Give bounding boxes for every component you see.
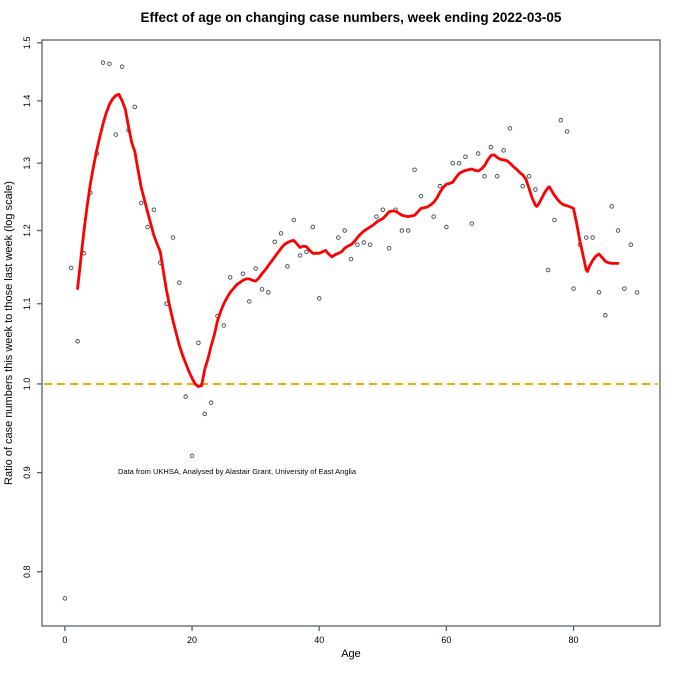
- y-tick-label: 1.5: [22, 37, 32, 50]
- data-point: [119, 64, 125, 69]
- data-point: [291, 217, 297, 223]
- data-point: [227, 275, 233, 280]
- data-point: [564, 129, 570, 134]
- data-point: [151, 207, 157, 213]
- data-point: [444, 224, 449, 230]
- plot-frame: [41, 39, 661, 627]
- data-point: [380, 207, 386, 213]
- data-point: [405, 228, 411, 233]
- x-tick-label: 20: [187, 635, 197, 645]
- data-point: [240, 271, 246, 276]
- data-point: [558, 118, 564, 123]
- data-point: [316, 296, 322, 301]
- y-tick-label: 1.4: [22, 95, 32, 108]
- data-point: [75, 339, 80, 344]
- data-point: [272, 239, 277, 245]
- data-point: [100, 60, 106, 65]
- data-point: [367, 242, 373, 247]
- data-point: [266, 290, 271, 295]
- data-point: [456, 160, 462, 166]
- data-point: [355, 242, 360, 247]
- y-tick-label: 1.1: [22, 298, 32, 311]
- data-point: [609, 204, 614, 209]
- data-point: [310, 224, 316, 230]
- data-point: [488, 144, 494, 150]
- data-point: [628, 242, 634, 247]
- data-point: [463, 154, 468, 160]
- data-point: [482, 173, 487, 179]
- data-point: [183, 394, 188, 399]
- data-point: [469, 221, 475, 226]
- data-point: [501, 148, 506, 153]
- data-point: [107, 61, 112, 67]
- annotation-text: Data from UKHSA, Analysed by Alastair Gr…: [118, 467, 357, 476]
- y-tick-label: 0.8: [22, 565, 32, 578]
- chart-title: Effect of age on changing case numbers, …: [140, 10, 562, 25]
- data-point: [145, 224, 150, 230]
- data-point: [418, 193, 424, 199]
- data-point: [590, 235, 595, 240]
- data-point: [62, 596, 68, 601]
- y-axis: 0.8 0.9 1.0 1.1 1.2 1.3 1.4 1.5: [22, 37, 42, 578]
- data-point: [437, 183, 443, 189]
- data-point: [571, 286, 576, 291]
- data-point: [450, 160, 455, 166]
- data-point: [208, 400, 214, 405]
- data-point: [615, 228, 621, 233]
- data-point: [221, 323, 227, 328]
- y-tick-label: 1.2: [22, 224, 32, 237]
- data-point: [189, 453, 195, 459]
- data-point: [475, 151, 481, 156]
- data-point: [583, 235, 589, 240]
- data-point: [259, 287, 265, 292]
- data-point: [361, 240, 366, 245]
- data-point: [622, 286, 627, 291]
- x-tick-label: 60: [441, 635, 451, 645]
- data-point: [247, 299, 252, 304]
- data-point: [113, 132, 119, 137]
- data-point: [596, 290, 602, 295]
- data-point: [545, 267, 551, 273]
- data-point: [68, 265, 74, 271]
- data-point: [533, 187, 538, 192]
- y-tick-label: 1.3: [22, 157, 32, 170]
- x-tick-label: 80: [569, 635, 579, 645]
- data-point: [494, 173, 500, 179]
- data-point: [336, 235, 341, 240]
- x-tick-label: 40: [314, 635, 324, 645]
- data-point: [278, 231, 284, 236]
- data-point: [374, 214, 379, 219]
- data-point: [253, 266, 258, 271]
- data-point: [304, 249, 309, 255]
- data-point: [552, 217, 557, 223]
- data-point: [132, 104, 138, 110]
- y-tick-label: 0.9: [22, 466, 32, 479]
- data-point: [634, 290, 640, 295]
- scatter-points: [62, 60, 640, 601]
- data-point: [431, 214, 436, 219]
- data-point: [202, 411, 208, 417]
- y-tick-label: 1.0: [22, 378, 32, 391]
- data-point: [170, 235, 176, 240]
- data-point: [348, 256, 354, 262]
- data-point: [520, 183, 525, 189]
- data-point: [297, 253, 303, 258]
- data-point: [399, 228, 405, 233]
- data-point: [526, 173, 532, 179]
- trend-line: [76, 92, 620, 388]
- data-point: [386, 246, 392, 251]
- data-point: [196, 340, 201, 346]
- x-axis: 0 20 40 60 80: [62, 626, 579, 645]
- data-point: [138, 200, 144, 206]
- data-point: [285, 264, 290, 269]
- data-point: [603, 313, 608, 318]
- x-tick-label: 0: [62, 635, 67, 645]
- data-point: [342, 228, 347, 233]
- data-point: [412, 167, 417, 172]
- data-point: [507, 126, 513, 131]
- data-point: [177, 280, 182, 285]
- x-axis-label: Age: [341, 648, 361, 660]
